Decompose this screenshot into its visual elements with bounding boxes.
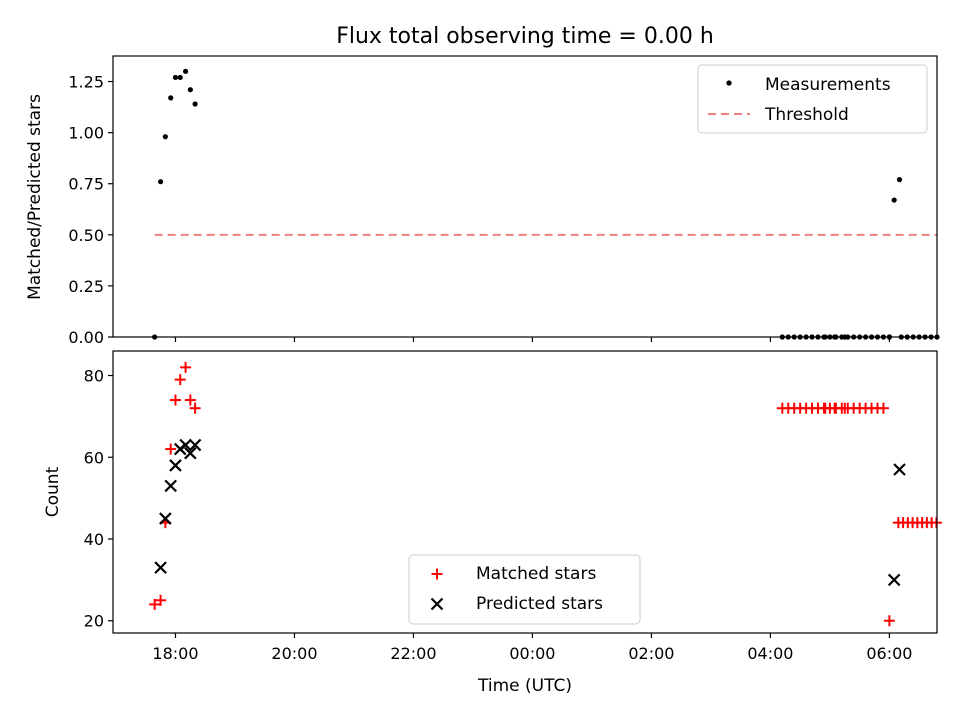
figure-title: Flux total observing time = 0.00 h bbox=[336, 24, 714, 49]
measurement-point bbox=[187, 87, 193, 93]
count-y-tick-label: 20 bbox=[84, 612, 104, 631]
measurement-point bbox=[157, 179, 164, 185]
predicted-star-point bbox=[887, 573, 901, 587]
predicted-star-point bbox=[184, 446, 197, 460]
count-legend-box bbox=[408, 554, 641, 625]
count-panel: 20 40 60 80 18:00 20:00 22:00 00:00 02:00 04:00 0… bbox=[43, 350, 942, 696]
count-plot-marks bbox=[149, 361, 942, 627]
predicted-star-point bbox=[164, 479, 177, 493]
count-legend: Matched stars Predicted stars bbox=[408, 554, 641, 625]
matched-star-point bbox=[155, 594, 167, 606]
legend-predicted-label: Predicted stars bbox=[476, 594, 603, 614]
ratio-legend-box bbox=[697, 64, 928, 134]
count-y-label: Count bbox=[43, 466, 63, 517]
predicted-star-point bbox=[188, 438, 202, 452]
ratio-plot-frame bbox=[112, 55, 938, 338]
ratio-y-tick-label: 0.25 bbox=[68, 277, 104, 296]
count-y-tick-label: 80 bbox=[84, 367, 104, 386]
measurement-point bbox=[896, 177, 903, 183]
matched-star-point bbox=[149, 598, 161, 610]
measurement-point bbox=[177, 74, 183, 81]
ratio-y-label: Matched/Predicted stars bbox=[25, 94, 45, 300]
time-x-tick-label: 06:00 bbox=[866, 644, 912, 663]
matched-star-point bbox=[877, 402, 889, 414]
ratio-y-tick-label: 0.00 bbox=[68, 328, 104, 347]
matched-star-point bbox=[184, 394, 196, 406]
measurement-point bbox=[162, 134, 168, 140]
legend-threshold-label: Threshold bbox=[764, 105, 849, 125]
predicted-star-point bbox=[159, 512, 172, 525]
legend-measurements-label: Measurements bbox=[765, 75, 891, 95]
time-x-tick-label: 18:00 bbox=[152, 644, 198, 663]
predicted-star-point bbox=[169, 459, 182, 472]
x-axis-label: Time (UTC) bbox=[477, 676, 572, 696]
measurement-point bbox=[168, 95, 174, 101]
matched-star-point bbox=[883, 615, 895, 627]
ratio-y-tick-label: 0.50 bbox=[68, 226, 104, 245]
predicted-star-point bbox=[179, 438, 192, 452]
ratio-y-axis: 0.00 0.25 0.50 0.75 1.00 1.25 bbox=[68, 73, 113, 347]
predicted-star-point bbox=[154, 561, 167, 574]
count-y-tick-label: 60 bbox=[84, 448, 104, 467]
measurement-point bbox=[182, 68, 189, 74]
matched-star-point bbox=[180, 361, 192, 373]
time-x-tick-label: 22:00 bbox=[390, 644, 436, 663]
measurement-point bbox=[891, 197, 897, 203]
matched-star-point bbox=[169, 394, 181, 406]
measurement-point bbox=[172, 74, 179, 81]
ratio-y-tick-label: 1.00 bbox=[68, 124, 104, 143]
ratio-x-ticks bbox=[174, 337, 891, 342]
time-x-axis: 18:00 20:00 22:00 00:00 02:00 04:00 06:00 bbox=[152, 633, 912, 663]
legend-measurement-marker bbox=[726, 80, 732, 86]
ratio-legend: Measurements Threshold bbox=[697, 64, 928, 134]
count-plot-frame bbox=[112, 350, 938, 634]
time-x-tick-label: 00:00 bbox=[509, 644, 555, 663]
matched-star-point bbox=[189, 402, 201, 414]
count-y-tick-label: 40 bbox=[84, 530, 104, 549]
legend-predicted-marker bbox=[430, 597, 444, 611]
legend-matched-marker bbox=[431, 568, 443, 580]
time-x-tick-label: 02:00 bbox=[628, 644, 674, 663]
legend-matched-label: Matched stars bbox=[476, 564, 596, 584]
time-x-tick-label: 20:00 bbox=[271, 644, 317, 663]
predicted-star-point bbox=[893, 463, 906, 476]
count-y-axis: 20 40 60 80 bbox=[84, 367, 113, 631]
measurement-point bbox=[192, 101, 198, 107]
ratio-y-tick-label: 0.75 bbox=[68, 175, 104, 194]
ratio-y-tick-label: 1.25 bbox=[68, 73, 104, 92]
matched-star-point bbox=[165, 443, 177, 455]
ratio-panel: 0.00 0.25 0.50 0.75 1.00 1.25 Matched/Predict… bbox=[25, 55, 940, 347]
matched-star-point bbox=[174, 374, 186, 386]
time-x-tick-label: 04:00 bbox=[747, 644, 793, 663]
